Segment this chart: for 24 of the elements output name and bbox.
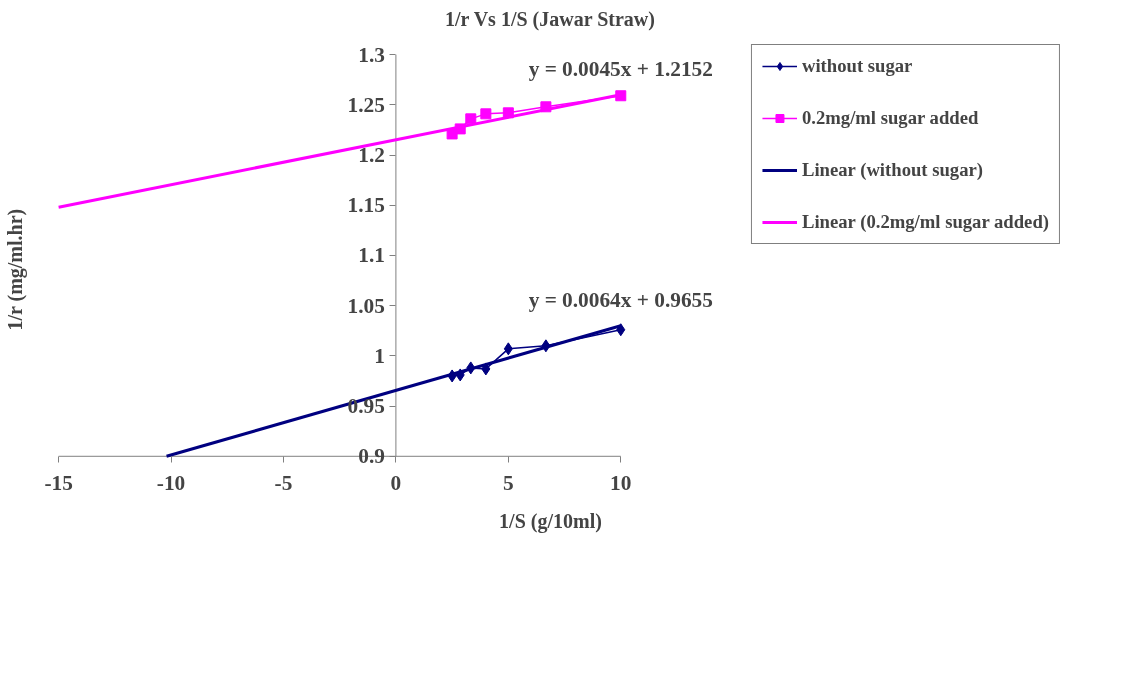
x-tick-label: 10 bbox=[610, 471, 632, 496]
annotation: y = 0.0064x + 0.9655 bbox=[528, 287, 713, 312]
x-tick-label: -5 bbox=[274, 471, 293, 496]
legend-label: Linear (0.2mg/ml sugar added) bbox=[801, 211, 1049, 233]
y-axis-title: 1/r (mg/ml.hr) bbox=[3, 208, 27, 331]
chart-title: 1/r Vs 1/S (Jawar Straw) bbox=[444, 7, 655, 31]
x-tick-label: -10 bbox=[156, 471, 186, 496]
y-tick-label: 0.9 bbox=[358, 444, 385, 469]
y-tick-label: 1.1 bbox=[358, 243, 385, 268]
x-axis-title: 1/S (g/10ml) bbox=[499, 509, 602, 533]
y-tick-label: 1.05 bbox=[347, 293, 385, 318]
x-tick-label: 0 bbox=[390, 471, 402, 496]
y-tick-label: 1.2 bbox=[358, 143, 385, 168]
x-tick-label: 5 bbox=[503, 471, 514, 496]
y-tick-label: 1.3 bbox=[358, 42, 385, 67]
legend-label: without sugar bbox=[801, 55, 913, 77]
legend-label: Linear (without sugar) bbox=[801, 159, 983, 181]
y-tick-label: 0.95 bbox=[347, 394, 385, 419]
y-tick-label: 1 bbox=[374, 343, 385, 368]
legend-label: 0.2mg/ml sugar added bbox=[801, 107, 979, 129]
y-tick-label: 1.15 bbox=[347, 193, 385, 218]
x-tick-label: -15 bbox=[44, 471, 73, 496]
y-tick-label: 1.25 bbox=[347, 92, 385, 117]
annotation: y = 0.0045x + 1.2152 bbox=[528, 56, 713, 81]
